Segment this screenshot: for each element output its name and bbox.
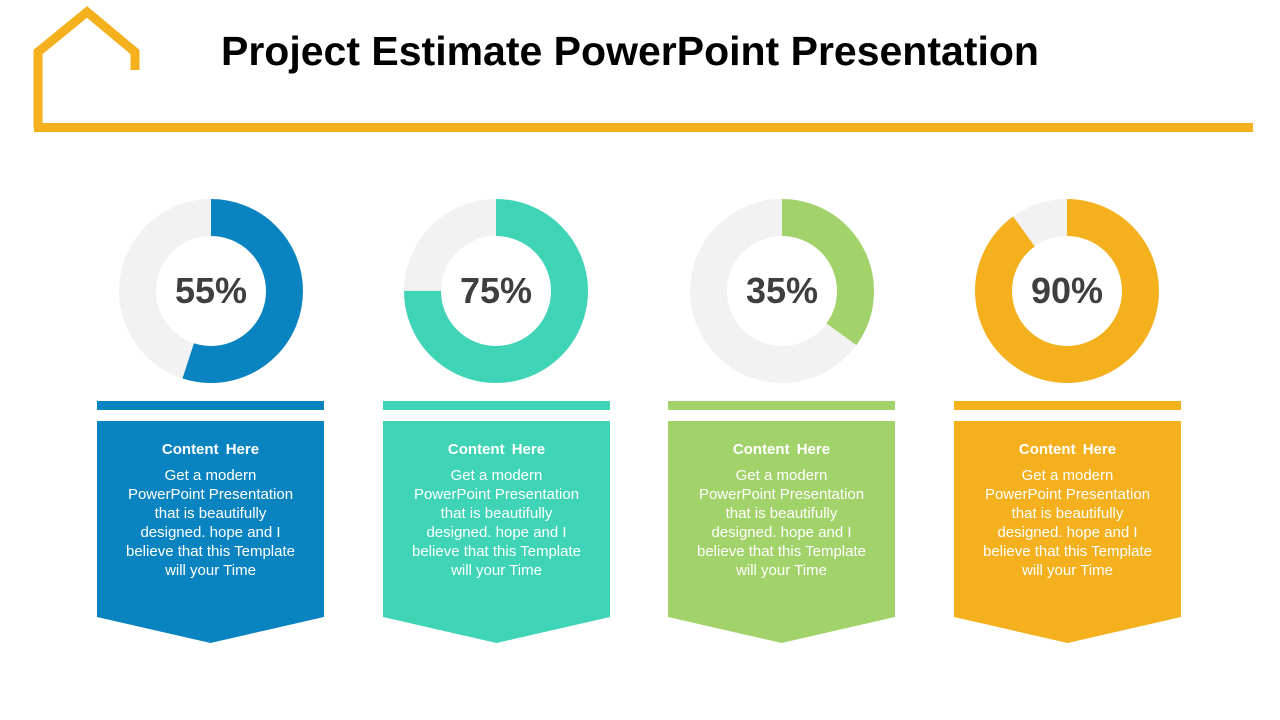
donut-value-arc (690, 199, 874, 383)
donut-chart: 90% (972, 196, 1162, 386)
card-heading: Content Here (447, 441, 546, 458)
donut-chart: 35% (687, 196, 877, 386)
percent-label: 90% (1030, 270, 1104, 311)
card-body: Get a modern PowerPoint Presentation tha… (983, 467, 1152, 579)
donut-value-arc (975, 199, 1159, 383)
card-body: Get a modern PowerPoint Presentation tha… (412, 467, 581, 579)
card-heading: Content Here (161, 441, 260, 458)
slide-title: Project Estimate PowerPoint Presentation (221, 28, 1039, 74)
house-outline-decoration (33, 6, 1253, 132)
content-card: Content Here Get a modern PowerPoint Pre… (383, 421, 610, 643)
percent-label: 35% (745, 270, 819, 311)
donut-value-arc (404, 199, 588, 383)
percent-label: 75% (459, 270, 533, 311)
donut-chart: 55% (116, 196, 306, 386)
card-body: Get a modern PowerPoint Presentation tha… (126, 467, 295, 579)
card-heading: Content Here (732, 441, 831, 458)
content-card: Content Here Get a modern PowerPoint Pre… (97, 421, 324, 643)
content-card: Content Here Get a modern PowerPoint Pre… (668, 421, 895, 643)
donut-chart: 75% (401, 196, 591, 386)
card-body: Get a modern PowerPoint Presentation tha… (697, 467, 866, 579)
card-heading: Content Here (1018, 441, 1117, 458)
donut-value-arc (119, 199, 303, 383)
percent-label: 55% (174, 270, 248, 311)
accent-bar (668, 401, 895, 410)
accent-bar (383, 401, 610, 410)
content-card: Content Here Get a modern PowerPoint Pre… (954, 421, 1181, 643)
accent-bar (97, 401, 324, 410)
accent-bar (954, 401, 1181, 410)
